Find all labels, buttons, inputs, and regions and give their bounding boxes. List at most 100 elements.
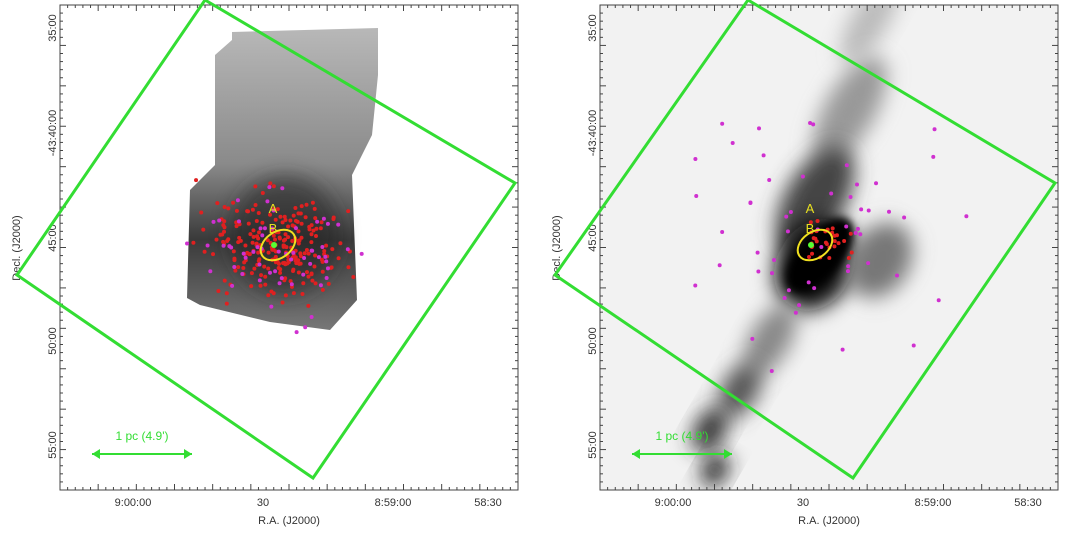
source-dot xyxy=(886,209,891,214)
source-dot xyxy=(932,127,937,132)
source-dot xyxy=(253,184,258,189)
x-tick-label: 30 xyxy=(257,497,269,509)
source-dot xyxy=(815,219,820,224)
source-dot xyxy=(258,283,263,288)
cloud xyxy=(743,303,797,377)
source-dot xyxy=(964,214,969,219)
source-dot xyxy=(288,279,293,284)
source-dot xyxy=(772,257,777,262)
y-tick-label: 50:00 xyxy=(47,327,59,355)
source-dot xyxy=(291,269,296,274)
source-dot xyxy=(249,284,254,289)
cloud xyxy=(701,453,729,487)
source-dot xyxy=(750,336,755,341)
source-dot xyxy=(258,226,263,231)
source-dot xyxy=(855,226,860,231)
source-dot xyxy=(268,181,273,186)
source-dot xyxy=(312,206,317,211)
source-dot xyxy=(314,226,319,231)
source-dot xyxy=(720,121,725,126)
source-dot xyxy=(329,265,334,270)
source-dot xyxy=(797,303,802,308)
source-dot xyxy=(306,303,311,308)
source-dot xyxy=(312,264,317,269)
source-dot xyxy=(269,289,274,294)
source-dot xyxy=(911,343,916,348)
source-dot xyxy=(785,229,790,234)
source-dot xyxy=(226,237,231,242)
source-dot xyxy=(854,182,859,187)
source-dot xyxy=(256,258,261,263)
x-tick-label: 8:59:00 xyxy=(375,497,412,509)
source-dot xyxy=(224,301,229,306)
source-dot xyxy=(289,257,294,262)
source-dot xyxy=(291,291,296,296)
y-axis-label: Decl. (J2000) xyxy=(551,215,563,280)
source-dot xyxy=(836,241,841,246)
source-dot xyxy=(294,330,299,335)
source-marker xyxy=(271,242,277,248)
source-dot xyxy=(756,269,761,274)
source-dot xyxy=(283,232,288,237)
source-dot xyxy=(263,282,268,287)
source-dot xyxy=(770,271,775,276)
x-tick-label: 8:59:00 xyxy=(915,497,952,509)
source-dot xyxy=(275,207,280,212)
source-dot xyxy=(866,208,871,213)
source-dot xyxy=(844,163,849,168)
source-dot xyxy=(224,291,229,296)
cloud xyxy=(840,5,900,65)
source-dot xyxy=(325,221,330,226)
source-dot xyxy=(273,269,278,274)
source-dot xyxy=(808,120,813,125)
source-dot xyxy=(336,222,341,227)
source-dot xyxy=(755,250,760,255)
source-dot xyxy=(251,234,256,239)
source-dot xyxy=(260,190,265,195)
source-dot xyxy=(811,122,816,127)
source-dot xyxy=(330,247,335,252)
field-outline xyxy=(552,0,1058,481)
source-dot xyxy=(310,200,315,205)
source-dot xyxy=(303,325,308,330)
cloud xyxy=(718,362,762,418)
source-dot xyxy=(273,249,278,254)
source-dot xyxy=(276,266,281,271)
source-dot xyxy=(812,286,817,291)
source-dot xyxy=(806,280,811,285)
source-dot xyxy=(300,292,305,297)
source-dot xyxy=(324,275,329,280)
source-dot xyxy=(829,191,834,196)
source-dot xyxy=(693,283,698,288)
source-dot xyxy=(250,240,255,245)
source-dot xyxy=(273,260,278,265)
source-dot xyxy=(291,250,296,255)
label-a: A xyxy=(269,201,278,216)
source-dot xyxy=(309,248,314,253)
source-dot xyxy=(269,304,274,309)
source-dot xyxy=(306,251,311,256)
source-dot xyxy=(222,205,227,210)
source-dot xyxy=(303,215,308,220)
source-dot xyxy=(720,230,725,235)
source-dot xyxy=(296,258,301,263)
label-b: B xyxy=(806,221,815,236)
source-dot xyxy=(313,216,318,221)
source-dot xyxy=(289,282,294,287)
source-dot xyxy=(296,241,301,246)
source-dot xyxy=(257,278,262,283)
y-tick-label: 50:00 xyxy=(587,327,599,355)
source-dot xyxy=(267,185,272,190)
source-dot xyxy=(293,218,298,223)
source-dot xyxy=(336,256,341,261)
source-dot xyxy=(232,258,237,263)
cloud xyxy=(813,56,887,164)
x-tick-label: 9:00:00 xyxy=(115,497,152,509)
source-dot xyxy=(280,300,285,305)
scale-label: 1 pc (4.9') xyxy=(116,429,169,443)
source-dot xyxy=(359,251,364,256)
source-dot xyxy=(316,255,321,260)
source-dot xyxy=(320,287,325,292)
source-dot xyxy=(309,271,314,276)
source-dot xyxy=(784,214,789,219)
